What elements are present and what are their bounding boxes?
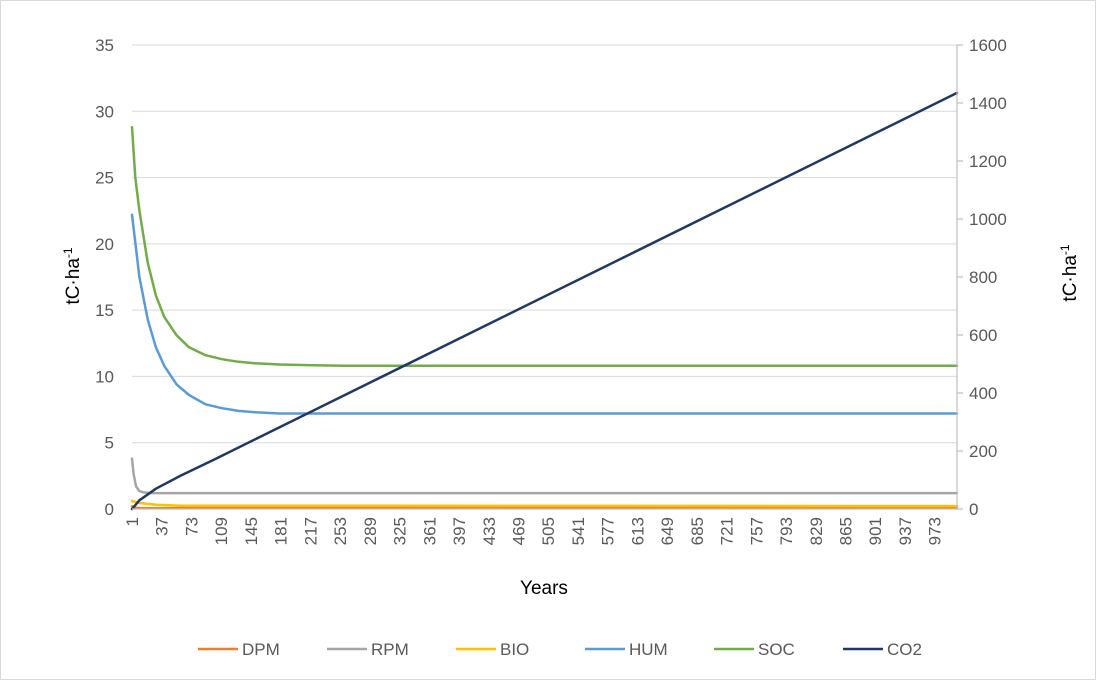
- x-tick-label: 145: [242, 517, 261, 545]
- x-tick-label: 109: [212, 517, 231, 545]
- y-right-tick-label: 200: [969, 442, 997, 461]
- series-layer: [130, 91, 959, 511]
- axes: [132, 44, 963, 510]
- legend-label-hum: HUM: [629, 640, 668, 659]
- series-line-hum: [130, 213, 959, 415]
- legend-label-rpm: RPM: [371, 640, 409, 659]
- series-line-co2: [130, 91, 959, 511]
- x-tick-label: 217: [301, 517, 320, 545]
- y-right-tick-label: 400: [969, 384, 997, 403]
- y-right-tick-label: 1000: [969, 210, 1007, 229]
- y-right-tick-label: 1200: [969, 152, 1007, 171]
- y-left-tick-label: 35: [95, 36, 114, 55]
- x-tick-label: 793: [777, 517, 796, 545]
- x-tick-label: 541: [569, 517, 588, 545]
- legend: DPM RPM BIO HUM SOC CO2: [198, 640, 922, 659]
- x-tick-label: 397: [450, 517, 469, 545]
- x-axis-title: Years: [520, 578, 568, 599]
- x-tick-label: 253: [331, 517, 350, 545]
- y-right-tick-labels: 0 200 400 600 800 1000 1200 1400 1600: [969, 36, 1007, 519]
- y-right-tick-label: 800: [969, 268, 997, 287]
- y-left-axis-title: tC·ha-1: [61, 247, 84, 304]
- x-tick-label: 325: [391, 517, 410, 545]
- legend-label-soc: SOC: [758, 640, 795, 659]
- y-right-tick-label: 600: [969, 326, 997, 345]
- x-tick-label: 937: [896, 517, 915, 545]
- series-line-soc: [130, 125, 959, 368]
- x-tick-label: 361: [420, 517, 439, 545]
- y-left-tick-label: 25: [95, 169, 114, 188]
- y-right-tick-label: 1600: [969, 36, 1007, 55]
- legend-label-co2: CO2: [887, 640, 922, 659]
- x-tick-label: 505: [539, 517, 558, 545]
- x-tick-label: 973: [926, 517, 945, 545]
- y-left-tick-label: 5: [105, 434, 114, 453]
- legend-label-bio: BIO: [500, 640, 529, 659]
- y-left-tick-label: 10: [95, 367, 114, 386]
- y-left-tick-label: 30: [95, 102, 114, 121]
- x-tick-label: 1: [123, 517, 142, 526]
- x-tick-label: 649: [658, 517, 677, 545]
- series-line-rpm: [130, 457, 959, 495]
- y-right-tick-label: 1400: [969, 94, 1007, 113]
- y-right-axis-title: tC·ha-1: [1058, 244, 1081, 301]
- gridlines: [132, 44, 957, 444]
- x-tick-label: 757: [747, 517, 766, 545]
- y-left-tick-labels: 0 5 10 15 20 25 30 35: [95, 36, 114, 519]
- y-left-tick-label: 0: [105, 500, 114, 519]
- legend-label-dpm: DPM: [242, 640, 280, 659]
- x-tick-labels: 1 37 73 109 145 181 217 253 289 325 361 397 433 469 50…: [123, 517, 945, 545]
- y-left-tick-label: 20: [95, 235, 114, 254]
- x-tick-label: 721: [718, 517, 737, 545]
- x-tick-label: 73: [182, 517, 201, 536]
- x-tick-label: 901: [866, 517, 885, 545]
- y-left-tick-label: 15: [95, 301, 114, 320]
- x-tick-label: 181: [272, 517, 291, 545]
- x-tick-label: 469: [509, 517, 528, 545]
- x-tick-label: 685: [688, 517, 707, 545]
- series-line-bio: [130, 499, 959, 508]
- x-tick-label: 865: [837, 517, 856, 545]
- x-tick-label: 829: [807, 517, 826, 545]
- x-tick-label: 577: [599, 517, 618, 545]
- x-tick-label: 289: [361, 517, 380, 545]
- y-right-tick-label: 0: [969, 500, 978, 519]
- x-tick-label: 433: [480, 517, 499, 545]
- x-tick-label: 37: [153, 517, 172, 536]
- x-tick-label: 613: [628, 517, 647, 545]
